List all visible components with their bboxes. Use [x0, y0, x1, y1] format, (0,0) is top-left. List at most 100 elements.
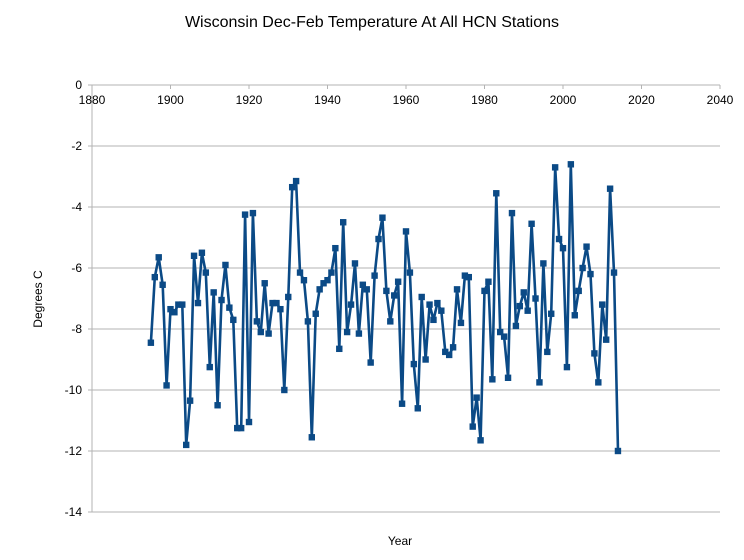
data-point	[406, 269, 414, 276]
data-point	[304, 318, 312, 325]
data-point	[147, 339, 155, 346]
data-point	[559, 244, 567, 252]
data-point	[241, 211, 249, 218]
data-point	[493, 190, 500, 197]
data-point	[281, 386, 288, 394]
data-point	[320, 280, 327, 287]
data-point	[202, 269, 210, 276]
y-tick-label: -12	[65, 444, 83, 458]
data-point	[383, 287, 390, 295]
data-point	[273, 299, 280, 307]
data-point	[155, 254, 162, 261]
data-point	[516, 302, 524, 310]
data-point	[508, 209, 516, 217]
data-point	[351, 260, 359, 267]
x-tick-label: 1940	[314, 93, 341, 107]
data-point	[226, 304, 233, 311]
x-tick-label: 2020	[628, 93, 655, 107]
data-point	[186, 397, 194, 404]
data-point	[363, 286, 370, 293]
data-point	[163, 382, 170, 389]
data-point	[237, 424, 245, 432]
data-point	[367, 359, 374, 366]
data-point	[602, 336, 610, 343]
data-point	[332, 244, 339, 252]
data-point	[540, 260, 547, 267]
data-point	[536, 379, 543, 386]
data-point	[477, 437, 484, 444]
data-point	[422, 356, 429, 363]
data-point	[198, 249, 206, 256]
data-point	[469, 423, 476, 430]
data-point	[253, 318, 261, 325]
data-point	[308, 434, 315, 441]
data-point	[292, 177, 300, 185]
series-temperature	[147, 161, 622, 455]
data-point	[551, 164, 559, 171]
data-point	[481, 287, 488, 295]
data-point	[167, 305, 174, 313]
data-point	[340, 219, 347, 226]
data-point	[269, 299, 276, 307]
data-point	[528, 220, 535, 227]
data-point	[222, 261, 229, 269]
data-point	[485, 278, 492, 285]
data-point	[328, 269, 335, 276]
data-point	[465, 273, 472, 281]
data-point	[599, 301, 606, 308]
y-axis-label: Degrees C	[31, 270, 45, 328]
data-point	[442, 348, 449, 356]
x-tick-label: 1960	[393, 93, 420, 107]
data-point	[418, 293, 425, 301]
data-point	[375, 235, 382, 243]
data-point	[591, 350, 598, 357]
y-tick-label: -14	[65, 505, 83, 519]
data-point	[343, 328, 351, 336]
data-point	[500, 333, 508, 340]
data-point	[371, 272, 378, 279]
data-point	[285, 293, 292, 301]
chart-title: Wisconsin Dec-Feb Temperature At All HCN…	[184, 14, 560, 31]
data-point	[457, 319, 465, 327]
data-point	[426, 301, 433, 308]
data-point	[249, 209, 257, 217]
data-point	[210, 289, 217, 296]
data-point	[387, 318, 394, 325]
y-tick-label: -2	[71, 139, 82, 153]
data-point	[391, 292, 398, 299]
data-point	[544, 348, 551, 356]
data-point	[610, 269, 618, 276]
data-point	[257, 328, 264, 336]
data-point	[512, 322, 520, 330]
x-tick-label: 2000	[550, 93, 577, 107]
data-point	[497, 328, 504, 336]
data-point	[159, 281, 166, 288]
x-tick-label: 1980	[471, 93, 498, 107]
data-point	[414, 405, 421, 412]
data-point	[579, 264, 586, 272]
data-point	[489, 376, 496, 383]
data-point	[567, 161, 575, 168]
data-point	[206, 363, 213, 371]
data-point	[214, 402, 221, 409]
data-point	[379, 214, 386, 221]
data-point	[532, 295, 539, 302]
y-tick-label: -8	[71, 322, 82, 336]
y-tick-label: -6	[71, 261, 82, 275]
data-point	[555, 235, 563, 243]
data-point	[595, 379, 602, 386]
data-point	[504, 374, 512, 381]
data-point	[265, 330, 272, 337]
data-point	[520, 289, 527, 296]
x-tick-label: 1920	[236, 93, 263, 107]
data-point	[355, 330, 363, 337]
series-line	[149, 163, 620, 452]
data-point	[453, 286, 461, 293]
x-tick-label: 1880	[79, 93, 106, 107]
grid-lines	[92, 145, 720, 513]
data-point	[296, 269, 304, 276]
data-point	[347, 301, 355, 308]
y-tick-label: -10	[65, 383, 83, 397]
x-tick-label: 1900	[157, 93, 184, 107]
data-point	[614, 447, 622, 455]
